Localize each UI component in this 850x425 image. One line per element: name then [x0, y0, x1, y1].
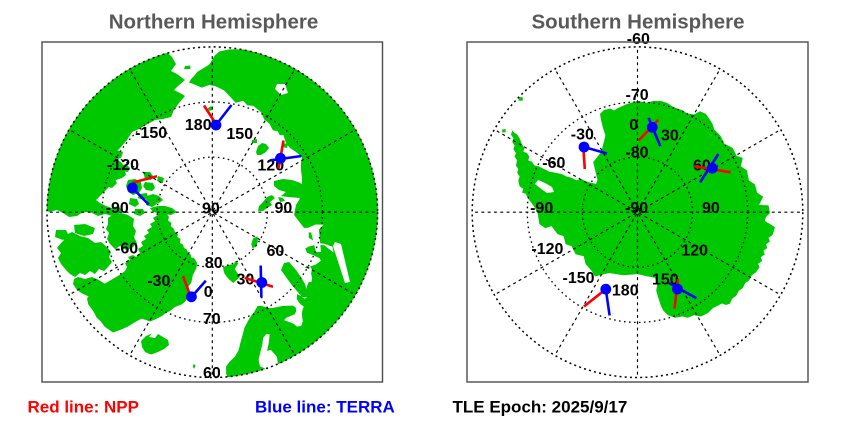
svg-text:80: 80 — [205, 255, 223, 272]
svg-text:-150: -150 — [563, 270, 595, 287]
svg-text:-150: -150 — [135, 125, 167, 142]
svg-text:-90: -90 — [625, 200, 648, 217]
svg-text:90: 90 — [275, 200, 293, 217]
svg-text:30: 30 — [237, 271, 255, 288]
svg-text:-60: -60 — [115, 241, 138, 258]
svg-text:-80: -80 — [625, 144, 648, 161]
svg-text:-60: -60 — [627, 31, 650, 48]
svg-text:60: 60 — [267, 243, 285, 260]
svg-text:Blue line: TERRA: Blue line: TERRA — [255, 398, 395, 417]
svg-text:60: 60 — [203, 365, 221, 382]
svg-text:-60: -60 — [542, 155, 565, 172]
svg-text:90: 90 — [702, 200, 720, 217]
svg-text:TLE Epoch: 2025/9/17: TLE Epoch: 2025/9/17 — [453, 398, 628, 417]
svg-text:-70: -70 — [626, 87, 649, 104]
svg-text:30: 30 — [661, 128, 679, 145]
svg-text:0: 0 — [204, 284, 213, 301]
svg-text:90: 90 — [202, 201, 220, 218]
svg-text:-90: -90 — [530, 200, 553, 217]
svg-text:60: 60 — [693, 157, 711, 174]
svg-text:Red line: NPP: Red line: NPP — [28, 398, 139, 417]
svg-text:Southern Hemisphere: Southern Hemisphere — [531, 11, 744, 34]
svg-text:-120: -120 — [107, 157, 139, 174]
svg-text:-30: -30 — [571, 126, 594, 143]
svg-text:-30: -30 — [147, 273, 170, 290]
svg-text:150: 150 — [226, 126, 253, 143]
svg-text:70: 70 — [203, 311, 221, 328]
svg-text:120: 120 — [681, 242, 708, 259]
svg-text:180: 180 — [185, 117, 212, 134]
svg-text:180: 180 — [612, 282, 639, 299]
svg-text:-120: -120 — [531, 241, 563, 258]
svg-text:Northern Hemisphere: Northern Hemisphere — [109, 11, 319, 34]
svg-text:-90: -90 — [106, 200, 129, 217]
svg-text:0: 0 — [629, 117, 638, 134]
